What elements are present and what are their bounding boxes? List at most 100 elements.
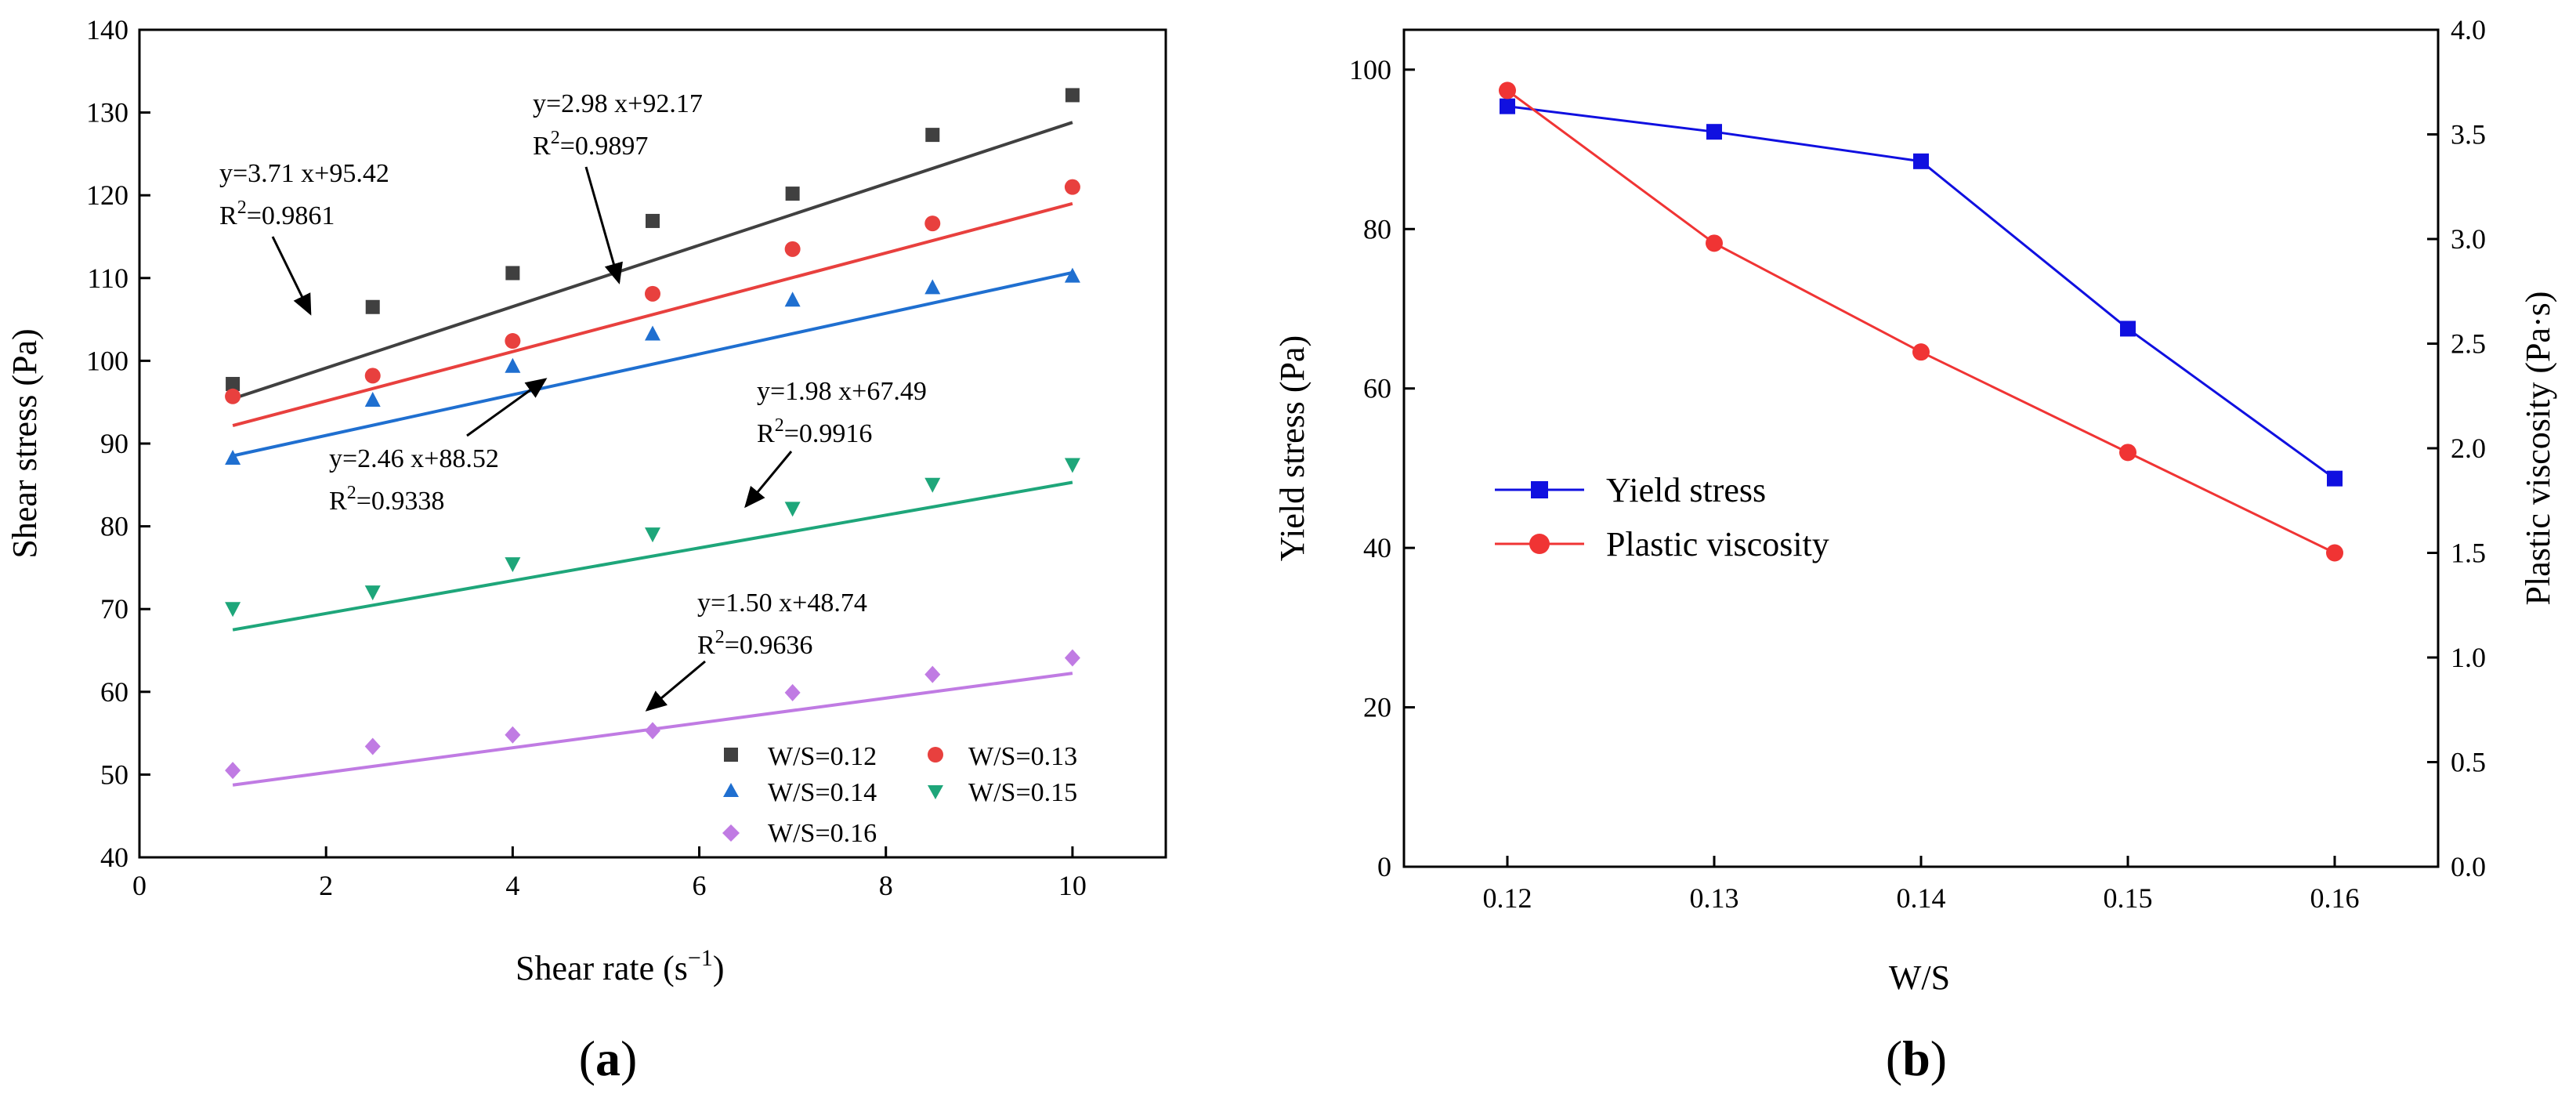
legend-marker-ws014 [723,783,739,797]
panel-b-right-y-tick-label: 2.5 [2451,328,2486,360]
panel-b-left-y-tick-label: 0 [1377,851,1391,882]
panel-a-legend: W/S=0.12 W/S=0.13 W/S=0.14 W/S=0.15 W/S=… [722,742,1077,848]
arrow-ws014 [466,378,548,437]
panel-b-data-points [1499,82,2343,562]
panel-a-annotations: y=3.71 x+95.42 R2=0.9861 y=2.98 x+92.17 … [219,89,927,712]
panel-a-y-tick-label: 40 [100,842,128,873]
data-point-w-s-0-16 [225,762,241,780]
panel-b-x-tick-label: 0.16 [2310,882,2360,914]
panel-b-right-y-tick-label: 1.0 [2451,642,2486,673]
data-point-w-s-0-16 [784,683,801,701]
r2-ws013: R2=0.9897 [533,128,648,161]
data-point-w-s-0-15 [784,502,801,517]
data-point-w-s-0-14 [505,357,521,373]
data-point-w-s-0-14 [924,279,941,295]
data-point-w-s-0-15 [364,585,381,601]
data-point-w-s-0-13 [364,368,381,384]
data-point-w-s-0-15 [505,557,521,573]
panel-b-right-y-tick-label: 0.5 [2451,747,2486,778]
data-point-w-s-0-16 [364,737,381,755]
legend-label-ws014: W/S=0.14 [768,778,877,807]
data-point-w-s-0-15 [1064,458,1080,473]
panel-a-x-tick-label: 8 [879,870,893,901]
data-point-w-s-0-15 [645,527,660,543]
data-point-w-s-0-15 [924,477,941,493]
r2-ws014: R2=0.9338 [329,483,444,516]
data-point-w-s-0-12 [785,187,800,201]
panel-b-right-y-tick-label: 4.0 [2451,14,2486,45]
panel-a-chart: 0 2 4 6 8 10 40 50 60 70 80 90 100 110 120 130 140 y=3.7… [5,14,1167,1086]
panel-a-y-tick-label: 140 [86,14,128,45]
panel-a-x-tick-label: 10 [1058,870,1087,901]
panel-b-x-tick-label: 0.12 [1483,882,1532,914]
data-point-yield-stress [1913,153,1929,169]
data-point-yield-stress [1500,98,1515,114]
panel-b-left-y-tick-label: 100 [1349,54,1391,85]
panel-b-label: (b) [1886,1031,1947,1086]
r2-ws012: R2=0.9861 [219,197,335,230]
equation-ws013: y=2.98 x+92.17 [533,89,703,118]
panel-b-chart: 0.12 0.13 0.14 0.15 0.16 0 20 40 60 80 100 0.0 0.5 1.… [1273,14,2557,1086]
panel-b-x-tick-label: 0.15 [2104,882,2153,914]
data-point-w-s-0-14 [784,292,801,307]
data-point-w-s-0-15 [225,602,241,618]
panel-a-x-tick-label: 0 [132,870,147,901]
r2-ws016: R2=0.9636 [697,627,812,660]
panel-a-y-tick-label: 90 [100,428,128,459]
arrow-ws013 [584,166,623,284]
panel-b-right-y-axis-label: Plastic viscosity (Pa·s) [2519,292,2557,606]
legend-marker-ws012 [724,748,738,762]
fit-line-w-s-0-13 [232,201,1073,428]
data-point-w-s-0-14 [364,392,381,408]
fit-line-w-s-0-15 [232,480,1073,632]
panel-a-y-tick-label: 130 [86,97,128,129]
legend-marker-ws015 [928,785,943,799]
panel-a-y-tick-label: 110 [87,263,128,294]
panel-b-x-tick-label: 0.14 [1897,882,1946,914]
legend-marker-ws013 [928,747,943,763]
panel-a-y-tick-label: 60 [100,676,128,708]
legend-marker-ws016 [722,824,740,842]
data-point-yield-stress [2327,470,2343,487]
fit-line-w-s-0-14 [232,270,1073,458]
legend-label-ws015: W/S=0.15 [968,778,1077,807]
panel-a-x-tick-label: 4 [505,870,519,901]
data-point-w-s-0-12 [226,376,241,391]
data-point-w-s-0-12 [925,128,940,143]
data-point-w-s-0-14 [225,449,241,465]
panel-b-left-y-tick-label: 60 [1363,373,1391,404]
panel-a-y-tick-label: 70 [100,593,128,625]
data-point-plastic-viscosity [2326,544,2343,562]
panel-a-fit-lines [232,121,1073,787]
panel-b-left-y-tick-label: 20 [1363,692,1391,723]
data-point-w-s-0-12 [646,213,660,228]
data-point-w-s-0-13 [645,285,660,302]
panel-a-axes: 0 2 4 6 8 10 40 50 60 70 80 90 100 110 120 130 140 [86,14,1087,901]
legend-label-ws013: W/S=0.13 [968,742,1077,771]
panel-a-y-tick-label: 100 [86,345,128,376]
data-point-w-s-0-12 [365,299,380,314]
panel-b-left-y-tick-label: 80 [1363,213,1391,245]
data-point-yield-stress [2120,321,2136,337]
legend-label-ws012: W/S=0.12 [768,742,877,771]
data-point-w-s-0-16 [645,722,660,740]
equation-ws014: y=2.46 x+88.52 [329,444,499,473]
data-point-plastic-viscosity [1912,343,1930,361]
arrow-ws012 [271,236,312,316]
data-point-w-s-0-14 [1064,267,1080,283]
panel-b-right-y-tick-label: 2.0 [2451,433,2486,464]
data-point-w-s-0-13 [1064,179,1080,195]
data-point-w-s-0-14 [645,325,660,341]
data-point-w-s-0-13 [784,241,801,257]
panel-b-right-y-tick-label: 3.5 [2451,119,2486,150]
data-point-w-s-0-12 [1065,88,1080,103]
fit-line-w-s-0-12 [232,121,1073,400]
equation-ws016: y=1.50 x+48.74 [697,589,867,618]
data-point-yield-stress [1706,124,1722,140]
panel-b-x-axis-label: W/S [1889,958,1950,997]
data-point-plastic-viscosity [1706,234,1723,252]
panel-b-right-y-tick-label: 0.0 [2451,851,2486,882]
legend-marker-yield-stress [1531,481,1548,498]
panel-b-x-tick-label: 0.13 [1690,882,1739,914]
panel-b-legend: Yield stress Plastic viscosity [1495,471,1829,563]
